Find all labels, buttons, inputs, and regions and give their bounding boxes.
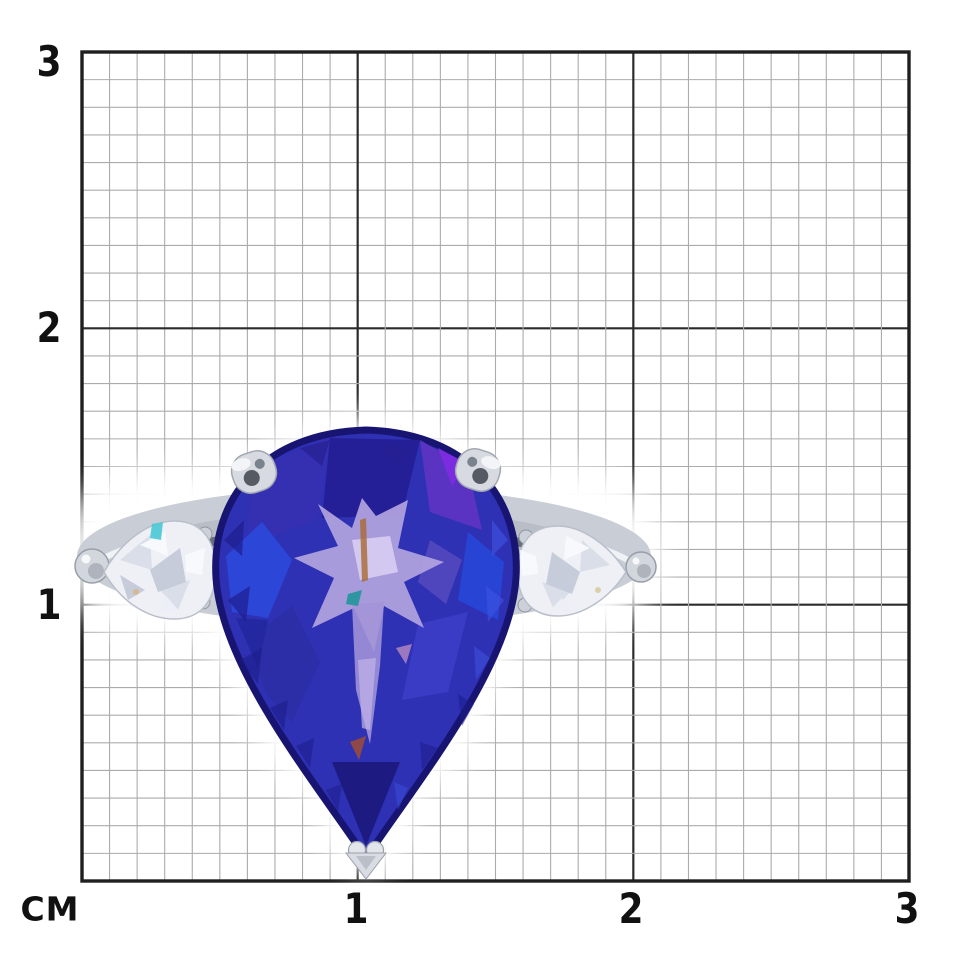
prong-top-right: [454, 448, 502, 492]
amber-sparkle: [595, 587, 601, 593]
cyan-sparkle: [150, 522, 163, 540]
band-knob-left: [74, 548, 110, 584]
amber-sparkle: [133, 589, 139, 595]
prong-top-left: [230, 450, 278, 494]
red-sparkle: [350, 736, 366, 760]
teal-sparkle: [346, 590, 362, 606]
center-gem: [212, 426, 520, 865]
side-diamond-right: [517, 525, 627, 617]
band-knob-right: [625, 551, 657, 583]
prong-tip-heart: [344, 840, 388, 880]
side-diamond-left: [103, 520, 216, 620]
pink-sparkle: [396, 644, 412, 664]
orange-sparkle: [360, 518, 368, 582]
